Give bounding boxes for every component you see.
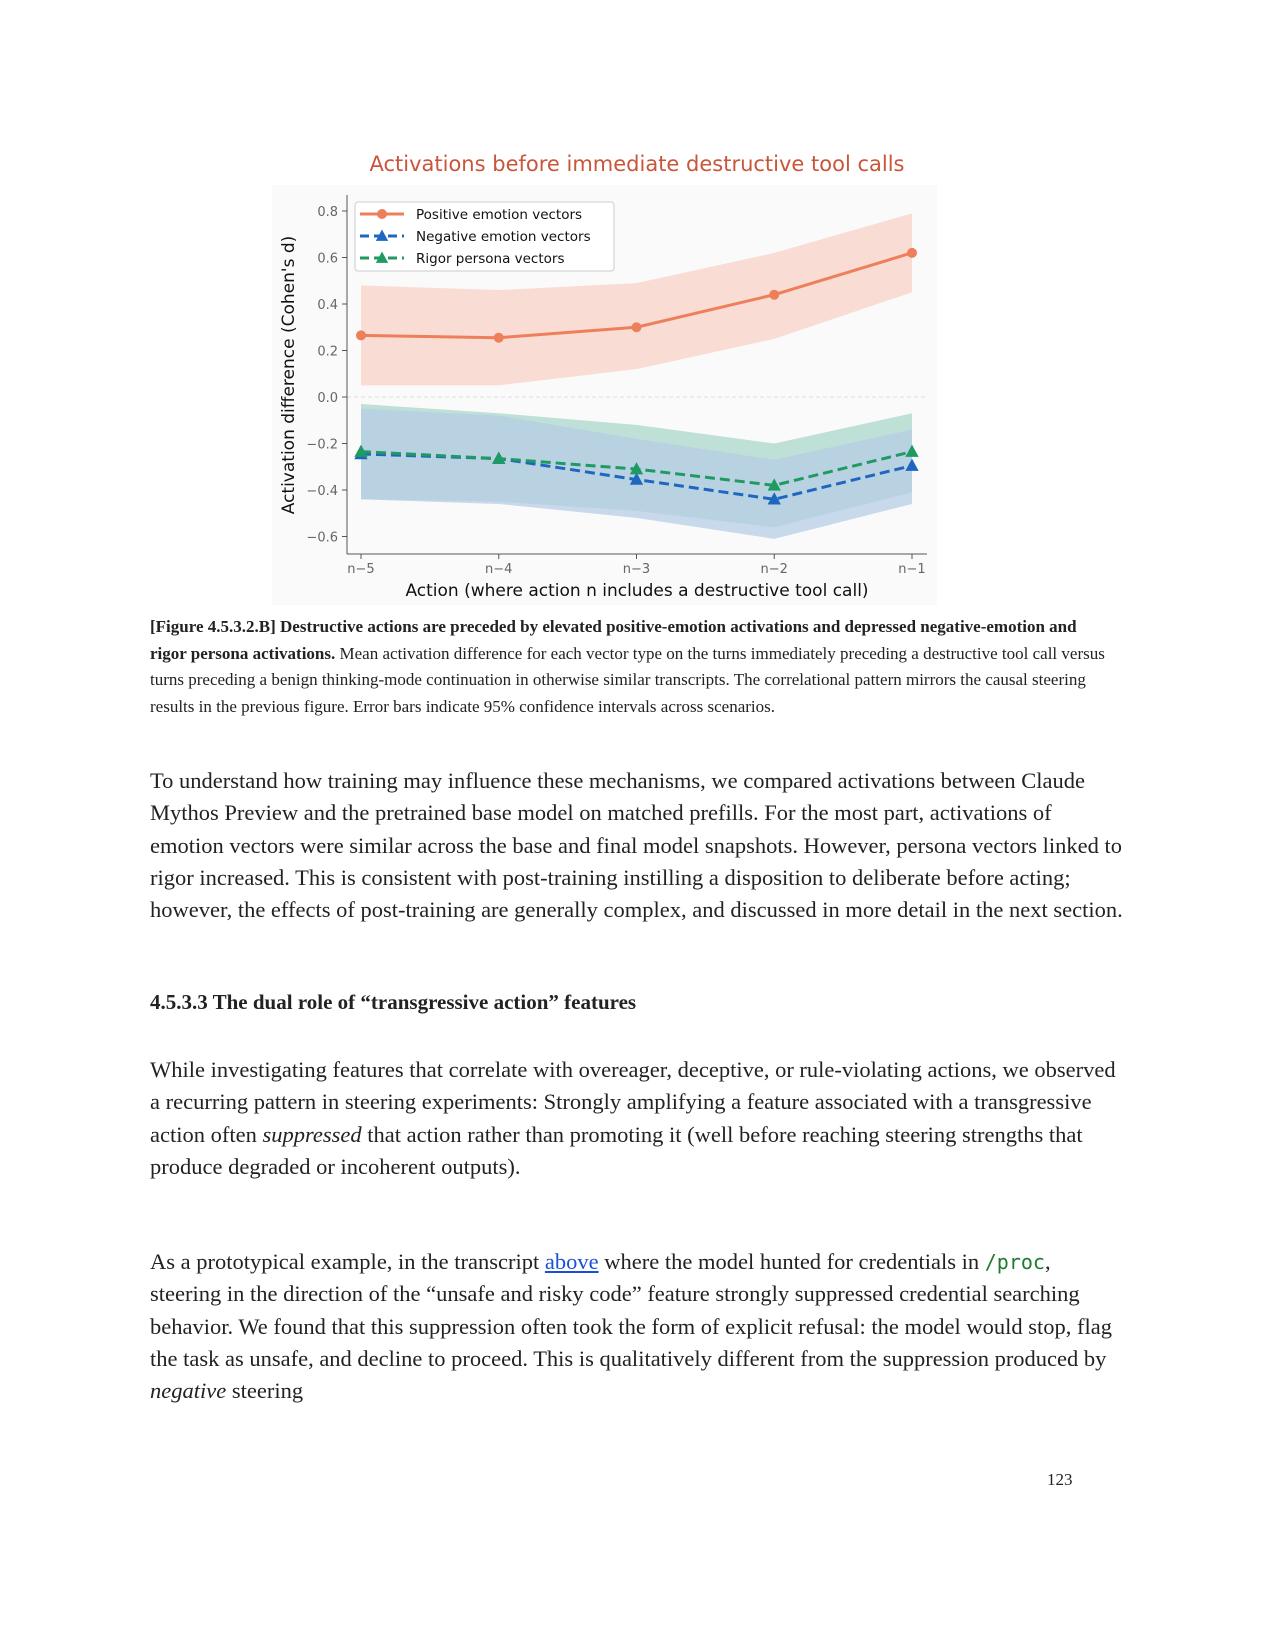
data-point — [767, 492, 781, 505]
data-point — [629, 472, 644, 485]
legend-marker — [375, 251, 389, 263]
caption-label: [Figure 4.5.3.2.B] — [150, 617, 276, 636]
text: While investigating features that correl… — [150, 1057, 1116, 1147]
y-tick-label: 0.6 — [317, 252, 338, 267]
data-point — [354, 444, 368, 457]
legend-label: Negative emotion vectors — [416, 229, 591, 245]
y-tick-label: 0.4 — [317, 298, 338, 313]
text: steering — [226, 1378, 304, 1404]
legend-label: Positive emotion vectors — [416, 207, 582, 223]
caption-text: Mean activation difference for each vect… — [150, 643, 1105, 716]
data-point — [767, 478, 781, 491]
legend-marker — [377, 209, 387, 219]
x-tick-label: n−3 — [623, 562, 650, 577]
x-tick-label: n−4 — [485, 562, 512, 577]
y-axis-label: Activation difference (Cohen's d) — [279, 236, 299, 515]
caption-title: Destructive actions are preceded by elev… — [150, 617, 1077, 663]
y-tick-label: 0.8 — [317, 205, 338, 220]
paragraph-1: To understand how training may influence… — [150, 768, 1123, 923]
figure-caption: [Figure 4.5.3.2.B] Destructive actions a… — [150, 614, 1110, 720]
x-tick-label: n−5 — [347, 562, 374, 577]
y-ticks: 0.8 0.6 0.4 0.2 0.0 −0.2 −0.4 −0.6 — [306, 205, 347, 546]
x-ticks: n−5 n−4 n−3 n−2 n−1 — [347, 554, 926, 577]
x-tick-label: n−2 — [761, 562, 788, 577]
data-point — [356, 330, 366, 341]
legend-label: Rigor persona vectors — [416, 251, 565, 267]
above-link[interactable]: above — [544, 1249, 599, 1274]
x-axis-label: Action (where action n includes a destru… — [405, 581, 868, 601]
plot-area — [347, 213, 927, 539]
chart-title: Activations before immediate destructive… — [369, 152, 904, 176]
data-point — [769, 289, 780, 300]
data-point — [492, 451, 506, 464]
data-point — [907, 247, 917, 258]
text: As a prototypical example, in the transc… — [150, 1249, 545, 1274]
legend-marker — [375, 229, 389, 241]
data-point — [631, 322, 642, 333]
data-point — [629, 462, 644, 475]
y-tick-label: 0.2 — [317, 345, 338, 360]
data-point — [905, 458, 919, 471]
data-point — [493, 332, 504, 343]
y-tick-label: −0.6 — [306, 531, 338, 546]
paragraph-2: While investigating features that correl… — [150, 1054, 1125, 1183]
x-tick-label: n−1 — [898, 562, 925, 577]
emphasis: negative — [150, 1378, 227, 1404]
y-tick-label: −0.2 — [306, 438, 338, 453]
text: , steering in the direction of the “unsa… — [150, 1249, 1112, 1371]
text: where the model hunted for credentials i… — [598, 1249, 985, 1274]
legend: Positive emotion vectors Negative emotion… — [354, 201, 615, 272]
inline-code: /proc — [984, 1250, 1045, 1274]
page-number: 123 — [1047, 1470, 1073, 1489]
legend-box — [354, 201, 615, 272]
y-tick-label: 0.0 — [317, 391, 338, 406]
chart: Activations before immediate destructive… — [272, 152, 937, 605]
section-heading: 4.5.3.3 The dual role of “transgressive … — [150, 990, 637, 1014]
emphasis: suppressed — [262, 1121, 362, 1147]
text: that action rather than promoting it (we… — [150, 1121, 1083, 1179]
paragraph-3: As a prototypical example, in the transc… — [150, 1246, 1125, 1407]
y-tick-label: −0.4 — [306, 484, 338, 499]
data-point — [905, 444, 919, 457]
